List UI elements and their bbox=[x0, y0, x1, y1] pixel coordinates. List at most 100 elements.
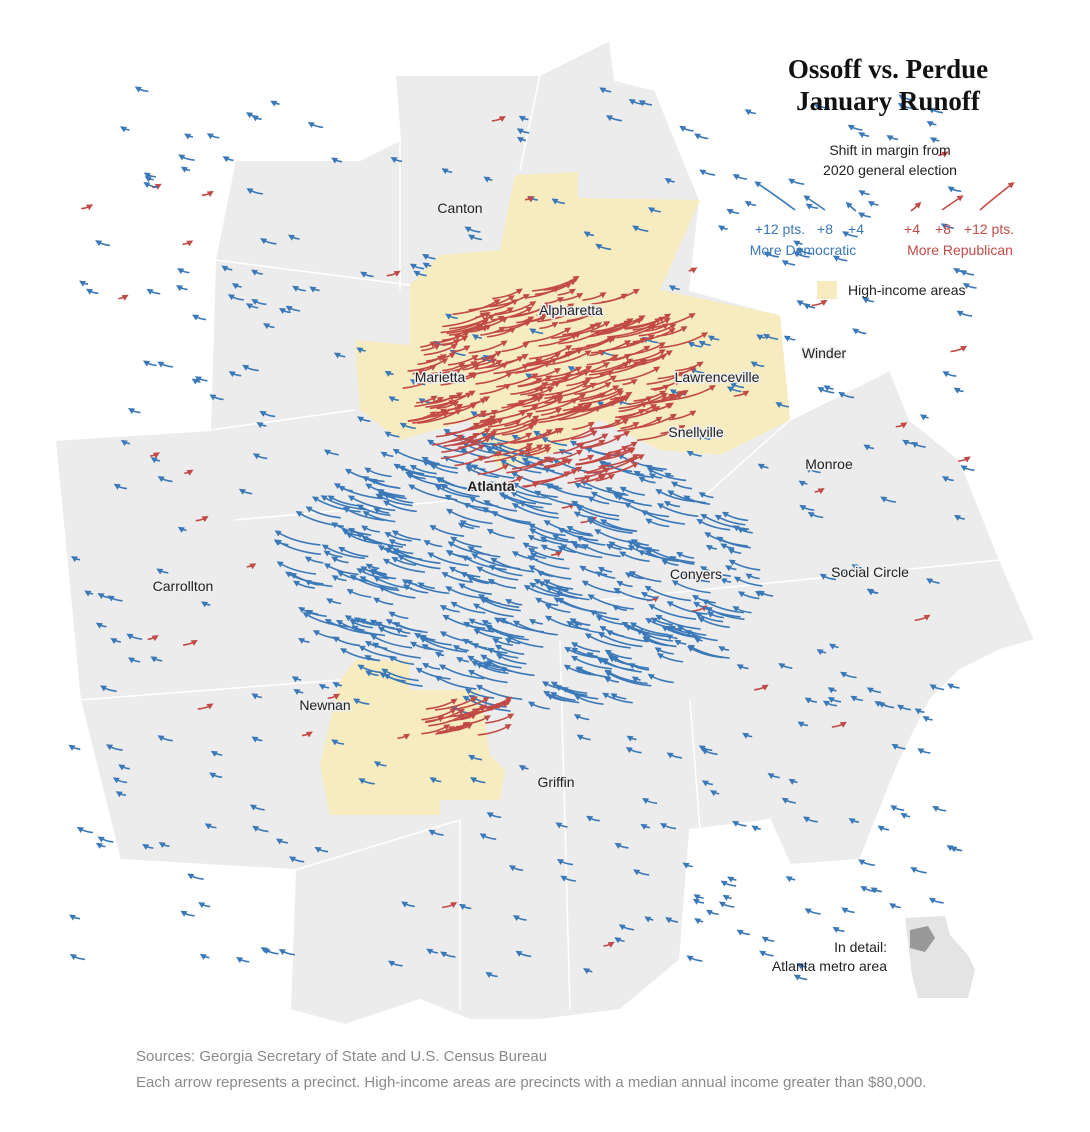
democratic-arrow bbox=[512, 915, 527, 922]
republican-arrow bbox=[596, 322, 631, 335]
republican-arrow bbox=[454, 390, 476, 399]
democratic-arrow bbox=[373, 761, 387, 768]
democratic-arrow bbox=[942, 371, 957, 378]
city-label: Griffin bbox=[537, 774, 574, 790]
legend-arrows bbox=[754, 181, 1015, 212]
democratic-arrow bbox=[947, 683, 960, 690]
democratic-arrow bbox=[238, 488, 253, 495]
democratic-arrow bbox=[516, 128, 530, 135]
democratic-arrow bbox=[694, 133, 709, 140]
democratic-arrow bbox=[469, 777, 486, 784]
republican-arrow bbox=[523, 327, 572, 344]
democratic-arrow bbox=[650, 617, 673, 626]
republican-arrow bbox=[558, 330, 601, 345]
republican-arrow bbox=[535, 406, 580, 421]
republican-arrow bbox=[397, 733, 411, 740]
democratic-arrow bbox=[757, 463, 769, 470]
democratic-arrow bbox=[429, 524, 465, 537]
republican-arrow bbox=[501, 424, 535, 436]
republican-arrow bbox=[538, 333, 578, 347]
democratic-arrow bbox=[304, 556, 324, 564]
republican-arrow bbox=[496, 373, 539, 388]
republican-arrow bbox=[423, 343, 458, 356]
democratic-arrow bbox=[886, 135, 899, 142]
legend-tick: +12 pts. bbox=[964, 221, 1014, 237]
democratic-arrow bbox=[523, 584, 559, 598]
democratic-arrow bbox=[442, 614, 486, 630]
republican-arrow bbox=[479, 299, 519, 313]
democratic-arrow bbox=[146, 288, 161, 295]
republican-arrow bbox=[519, 444, 551, 455]
republican-arrow bbox=[429, 399, 456, 410]
republican-arrow bbox=[486, 327, 517, 338]
republican-arrow bbox=[527, 386, 554, 397]
city-label: Marietta bbox=[415, 369, 466, 385]
high-income-area bbox=[320, 660, 505, 815]
democratic-arrow bbox=[221, 265, 233, 272]
democratic-arrow bbox=[485, 624, 525, 638]
democratic-arrow bbox=[446, 550, 463, 557]
legend-tick: +8 bbox=[817, 221, 833, 237]
democratic-arrow bbox=[698, 340, 711, 347]
republican-arrow bbox=[526, 352, 562, 365]
democratic-arrow bbox=[608, 656, 638, 667]
democratic-arrow bbox=[347, 495, 396, 512]
democratic-arrow bbox=[358, 778, 375, 785]
democratic-arrow bbox=[475, 684, 523, 701]
democratic-arrow bbox=[327, 495, 361, 507]
republican-arrow bbox=[574, 382, 612, 395]
republican-arrow bbox=[536, 303, 575, 317]
democratic-arrow bbox=[877, 825, 890, 832]
democratic-arrow bbox=[726, 208, 740, 215]
democratic-arrow bbox=[947, 186, 962, 193]
democratic-arrow bbox=[346, 588, 372, 598]
legend-tick: +4 bbox=[904, 221, 920, 237]
democratic-arrow bbox=[113, 483, 128, 490]
democratic-arrow bbox=[333, 352, 346, 359]
democratic-arrow bbox=[897, 102, 914, 110]
democratic-arrow bbox=[458, 903, 472, 910]
democratic-arrow bbox=[558, 448, 573, 455]
democratic-arrow bbox=[529, 328, 544, 335]
democratic-arrow bbox=[682, 862, 693, 869]
democratic-arrow bbox=[482, 663, 503, 671]
democratic-arrow bbox=[177, 526, 187, 533]
republican-arrow bbox=[914, 614, 931, 622]
democratic-arrow bbox=[528, 565, 572, 580]
republican-arrow bbox=[417, 409, 462, 425]
republican-arrow bbox=[601, 345, 651, 362]
democratic-arrow bbox=[157, 476, 173, 483]
republican-arrow bbox=[147, 635, 159, 642]
democratic-arrow bbox=[115, 791, 127, 798]
democratic-arrow bbox=[493, 617, 513, 625]
republican-arrow bbox=[568, 362, 611, 377]
republican-arrow bbox=[445, 418, 493, 435]
democratic-arrow bbox=[439, 605, 460, 613]
democratic-arrow bbox=[292, 580, 315, 589]
republican-arrow bbox=[446, 373, 462, 380]
republican-arrow bbox=[613, 315, 646, 327]
democratic-arrow bbox=[664, 472, 674, 479]
republican-arrow bbox=[557, 288, 576, 296]
democratic-arrow bbox=[621, 621, 669, 638]
democratic-arrow bbox=[751, 825, 761, 832]
democratic-arrow bbox=[647, 207, 661, 214]
democratic-arrow bbox=[599, 87, 612, 94]
legend-heading: 2020 general election bbox=[823, 162, 957, 178]
democratic-arrow bbox=[557, 527, 599, 542]
democratic-arrow bbox=[750, 361, 765, 368]
democratic-arrow bbox=[576, 734, 591, 741]
democratic-arrow bbox=[797, 721, 809, 728]
democratic-arrow bbox=[340, 648, 379, 662]
democratic-arrow bbox=[685, 629, 718, 642]
democratic-arrow bbox=[757, 590, 774, 597]
republican-arrow bbox=[494, 307, 514, 315]
democratic-arrow bbox=[427, 552, 469, 567]
republican-arrow bbox=[650, 379, 681, 391]
democratic-arrow bbox=[633, 869, 650, 876]
democratic-arrow bbox=[560, 875, 576, 882]
democratic-arrow bbox=[487, 578, 517, 589]
republican-arrow bbox=[421, 724, 451, 735]
democratic-arrow bbox=[387, 960, 403, 967]
republican-arrow bbox=[412, 411, 450, 424]
